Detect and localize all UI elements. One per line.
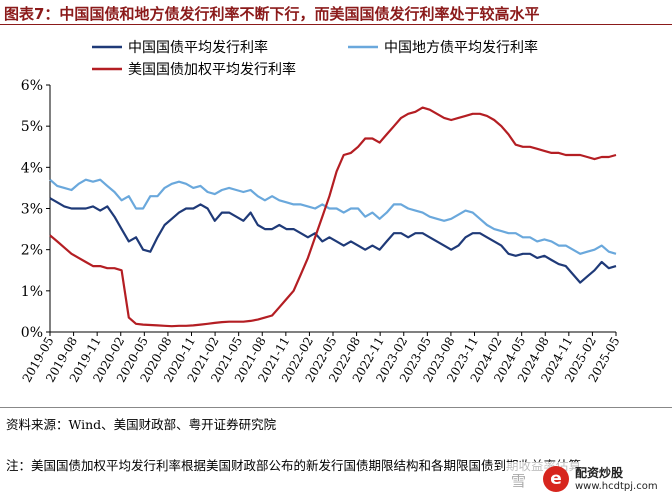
y-tick-label: 1% [21, 284, 43, 300]
watermark-url: www.hcdtpj.com [575, 481, 658, 492]
y-tick-label: 4% [21, 160, 43, 176]
legend-label-3: 美国国债加权平均发行利率 [128, 61, 296, 78]
legend-label-1: 中国国债平均发行利率 [128, 39, 268, 56]
series-line-2 [49, 178, 617, 255]
series-line-3 [49, 106, 617, 328]
source-text: 资料来源：Wind、美国财政部、粤开证券研究院 [6, 417, 277, 432]
figure-title: 图表7：中国国债和地方债发行利率不断下行，而美国国债发行利率处于较高水平 [4, 5, 540, 23]
series-line-1 [49, 197, 617, 284]
chart-axes: 0%1%2%3%4%5%6%2019-052019-082019-112020-… [20, 78, 623, 385]
watermark-brand: 配资炒股 [575, 466, 624, 480]
source-divider [0, 407, 672, 408]
watermark: 雪 e 配资炒股 www.hcdtpj.com [505, 462, 665, 496]
y-tick-label: 3% [21, 202, 43, 218]
watermark-logo-icon: e [543, 466, 569, 492]
legend-label-2: 中国地方债平均发行利率 [384, 39, 538, 56]
chart-lines [49, 106, 617, 328]
y-tick-label: 6% [21, 78, 43, 94]
line-chart: 0%1%2%3%4%5%6%2019-052019-082019-112020-… [20, 39, 623, 385]
y-tick-label: 5% [21, 119, 43, 135]
watermark-snow-text: 雪 [511, 472, 527, 490]
y-tick-label: 0% [21, 325, 43, 341]
note-text: 注：美国国债加权平均发行利率根据美国财政部公布的新发行国债期限结构和各期限国债到… [6, 458, 594, 473]
y-tick-label: 2% [21, 243, 43, 259]
title-divider [0, 24, 672, 25]
